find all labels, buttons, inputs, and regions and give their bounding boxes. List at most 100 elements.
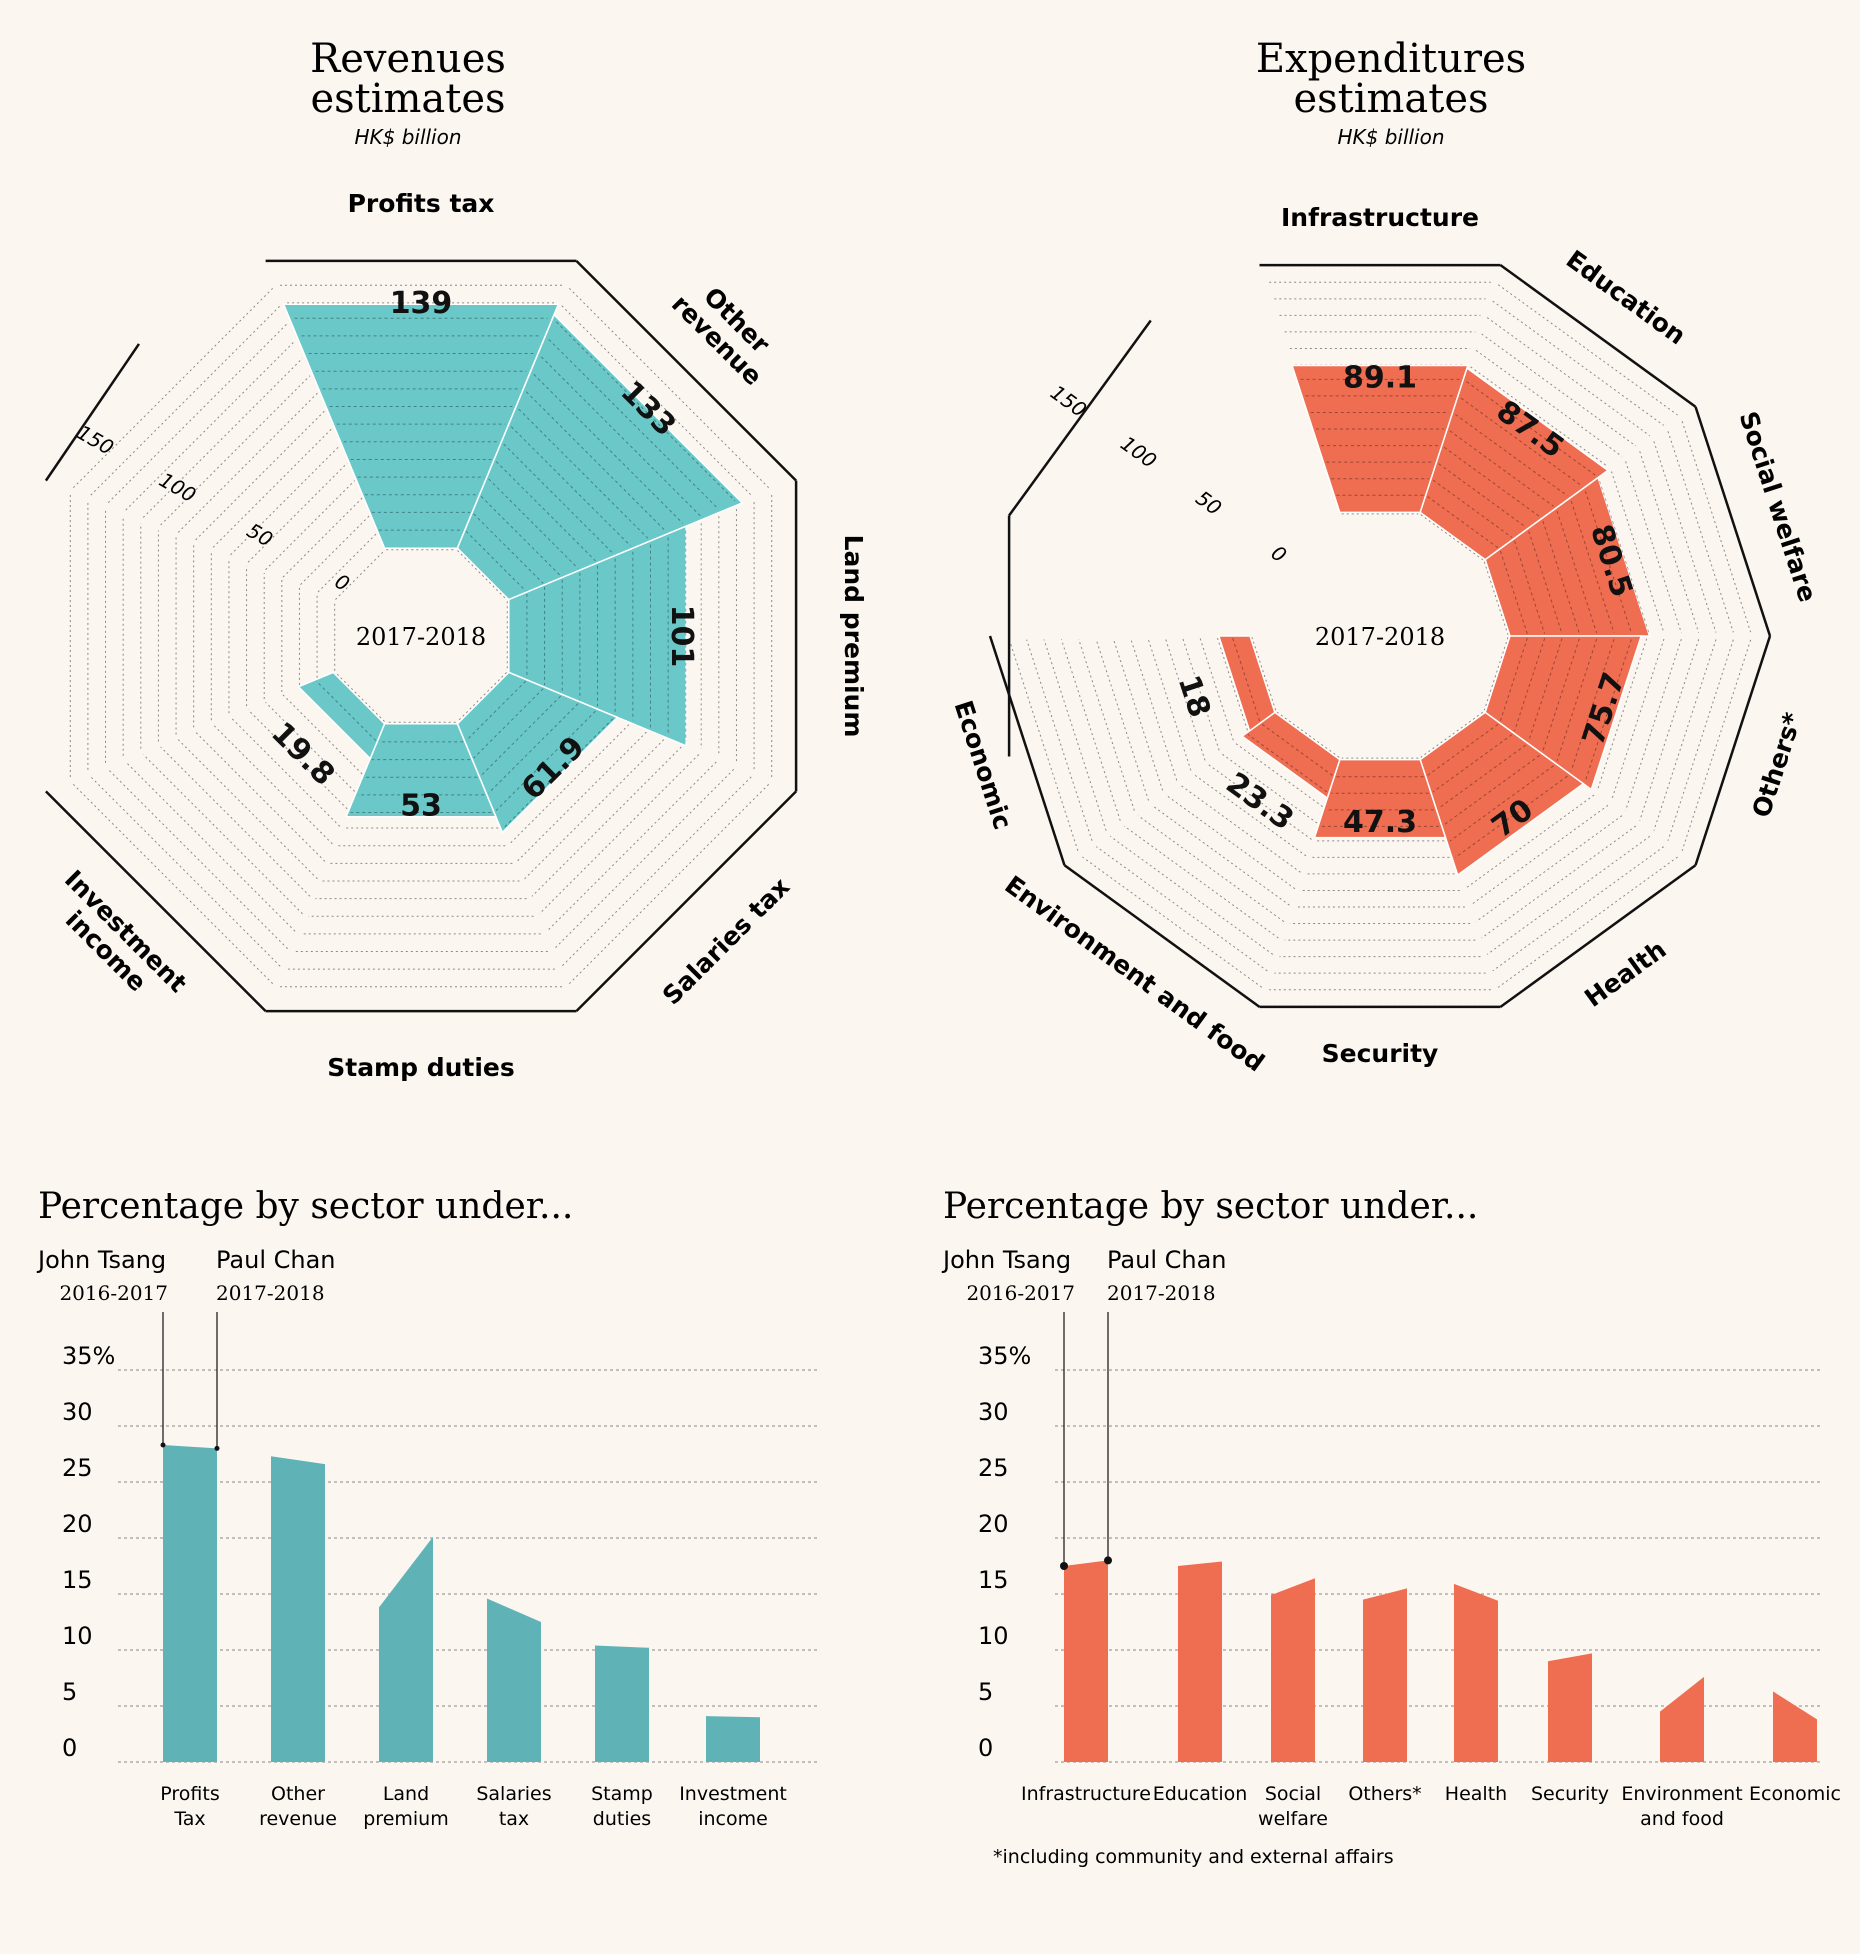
expenditure-bars-legend-dot xyxy=(1060,1562,1068,1570)
grid-ring xyxy=(1137,815,1285,922)
grid-ring xyxy=(1667,639,1734,841)
grid-ring xyxy=(160,746,311,897)
grid-ring xyxy=(568,287,770,489)
grid-ring xyxy=(1625,461,1682,633)
grid-ring xyxy=(1207,763,1312,840)
expenditure-footnote: *including community and external affair… xyxy=(993,1846,1394,1868)
wedge-ring xyxy=(1443,446,1540,517)
grid-ring xyxy=(1096,846,1268,972)
expenditure-bars-y-tick: 35% xyxy=(978,1342,1031,1370)
grid-ring xyxy=(1193,773,1307,857)
wedge-ring xyxy=(1432,479,1513,538)
revenue-radial-chart: Revenues estimates HK$ billion 2017-2018… xyxy=(44,36,868,1082)
expenditure-legend-period-2: 2017-2018 xyxy=(1107,1281,1216,1305)
grid-ring xyxy=(317,532,378,593)
undefined-frame-segment xyxy=(1694,635,1772,866)
grid-ring xyxy=(1123,825,1279,939)
undefined-value-label: 139 xyxy=(390,286,453,321)
expenditure-bars-category-label: Health xyxy=(1445,1783,1507,1805)
expenditure-bars-legend-dot xyxy=(1104,1556,1112,1565)
wedge-ring xyxy=(533,373,684,524)
grid-ring xyxy=(1611,638,1665,801)
undefined-category-label: Stamp duties xyxy=(327,1053,515,1082)
undefined-wedge-investment-income xyxy=(297,671,386,760)
revenue-unit: HK$ billion xyxy=(354,125,461,149)
grid-ring xyxy=(1625,639,1682,811)
revenue-bars-bar-land-premium xyxy=(379,1536,433,1762)
expenditure-center-label: 2017-2018 xyxy=(1315,623,1445,651)
expenditure-legend-name-2: Paul Chan xyxy=(1107,1246,1227,1274)
wedge-ring xyxy=(510,426,631,547)
revenue-bars-y-tick: 0 xyxy=(62,1734,77,1762)
wedge-ring xyxy=(473,688,544,759)
revenue-bars-category-label: Stamp duties xyxy=(591,1783,653,1830)
grid-ring xyxy=(1464,794,1595,890)
wedge-ring xyxy=(1584,490,1632,633)
undefined-frame-segment xyxy=(44,343,141,482)
grid-ring xyxy=(1147,638,1192,771)
grid-ring xyxy=(554,769,735,950)
wedge-ring xyxy=(525,391,666,532)
grid-ring xyxy=(1112,638,1164,791)
expenditure-bars-bar-environment-and-food xyxy=(1660,1676,1704,1762)
wedge-ring xyxy=(1542,520,1580,634)
expenditure-bars-bar-security xyxy=(1548,1653,1592,1762)
grid-ring xyxy=(195,731,326,862)
grid-ring xyxy=(282,497,363,578)
grid-ring xyxy=(1082,856,1263,988)
grid-ring xyxy=(1475,815,1623,922)
grid-ring xyxy=(230,716,341,827)
grid-ring xyxy=(265,701,356,792)
expenditure-bars-y-tick: 20 xyxy=(978,1510,1009,1538)
revenue-bars-category-label: Profits Tax xyxy=(160,1783,219,1830)
revenue-bars-bar-salaries-tax xyxy=(487,1598,541,1762)
grid-ring xyxy=(212,427,333,548)
wedge-ring xyxy=(1443,755,1540,826)
grid-ring xyxy=(1008,639,1079,851)
revenue-bars-legend-dot xyxy=(160,1442,166,1448)
grid-ring xyxy=(1151,804,1290,906)
wedge-ring xyxy=(1542,638,1580,752)
revenue-title-line2: estimates xyxy=(310,76,505,122)
revenue-bars-y-tick: 15 xyxy=(62,1566,93,1594)
grid-ring xyxy=(1486,317,1651,437)
grid-ring xyxy=(1164,638,1206,761)
grid-ring xyxy=(457,672,507,722)
grid-ring xyxy=(247,709,348,810)
grid-ring xyxy=(1470,366,1609,468)
wedge-ring xyxy=(1232,637,1261,722)
grid-ring xyxy=(230,445,341,556)
grid-ring xyxy=(1095,638,1149,801)
grid-ring xyxy=(1481,333,1637,447)
undefined-category-label: Security xyxy=(1322,1039,1439,1068)
expenditure-unit: HK$ billion xyxy=(1337,125,1444,149)
expenditure-bars-y-tick: 10 xyxy=(978,1622,1009,1650)
expenditure-bars-category-label: Social welfare xyxy=(1258,1783,1328,1830)
expenditure-bars-category-label: Others* xyxy=(1348,1783,1421,1805)
expenditure-bars-bar-education xyxy=(1178,1561,1222,1762)
grid-ring xyxy=(1060,639,1121,821)
expenditure-bars-category-label: Education xyxy=(1153,1783,1248,1805)
revenue-legend-name-2: Paul Chan xyxy=(216,1246,336,1274)
expenditure-bars-y-tick: 5 xyxy=(978,1678,993,1706)
revenue-legend-period-2: 2017-2018 xyxy=(216,1281,325,1305)
expenditure-bars-y-tick: 30 xyxy=(978,1398,1009,1426)
undefined-value-label: 53 xyxy=(400,789,442,824)
grid-ring xyxy=(1109,835,1274,955)
revenue-bars-category-label: Investment income xyxy=(679,1783,787,1830)
wedge-ring xyxy=(503,718,614,829)
wedge-ring xyxy=(555,321,736,502)
expenditure-bars-category-label: Economic xyxy=(1749,1783,1841,1805)
revenue-bars-y-tick: 10 xyxy=(62,1622,93,1650)
wedge-ring xyxy=(1247,734,1328,793)
grid-ring xyxy=(282,694,363,775)
wedge-ring xyxy=(315,680,377,742)
grid-ring xyxy=(1667,431,1734,633)
grid-ring xyxy=(335,672,385,722)
grid-ring xyxy=(195,410,326,541)
undefined-frame-segment xyxy=(575,260,797,482)
expenditure-bars-bar-economic xyxy=(1773,1691,1817,1762)
wedge-ring xyxy=(503,443,614,554)
wedge-ring xyxy=(1499,637,1528,722)
